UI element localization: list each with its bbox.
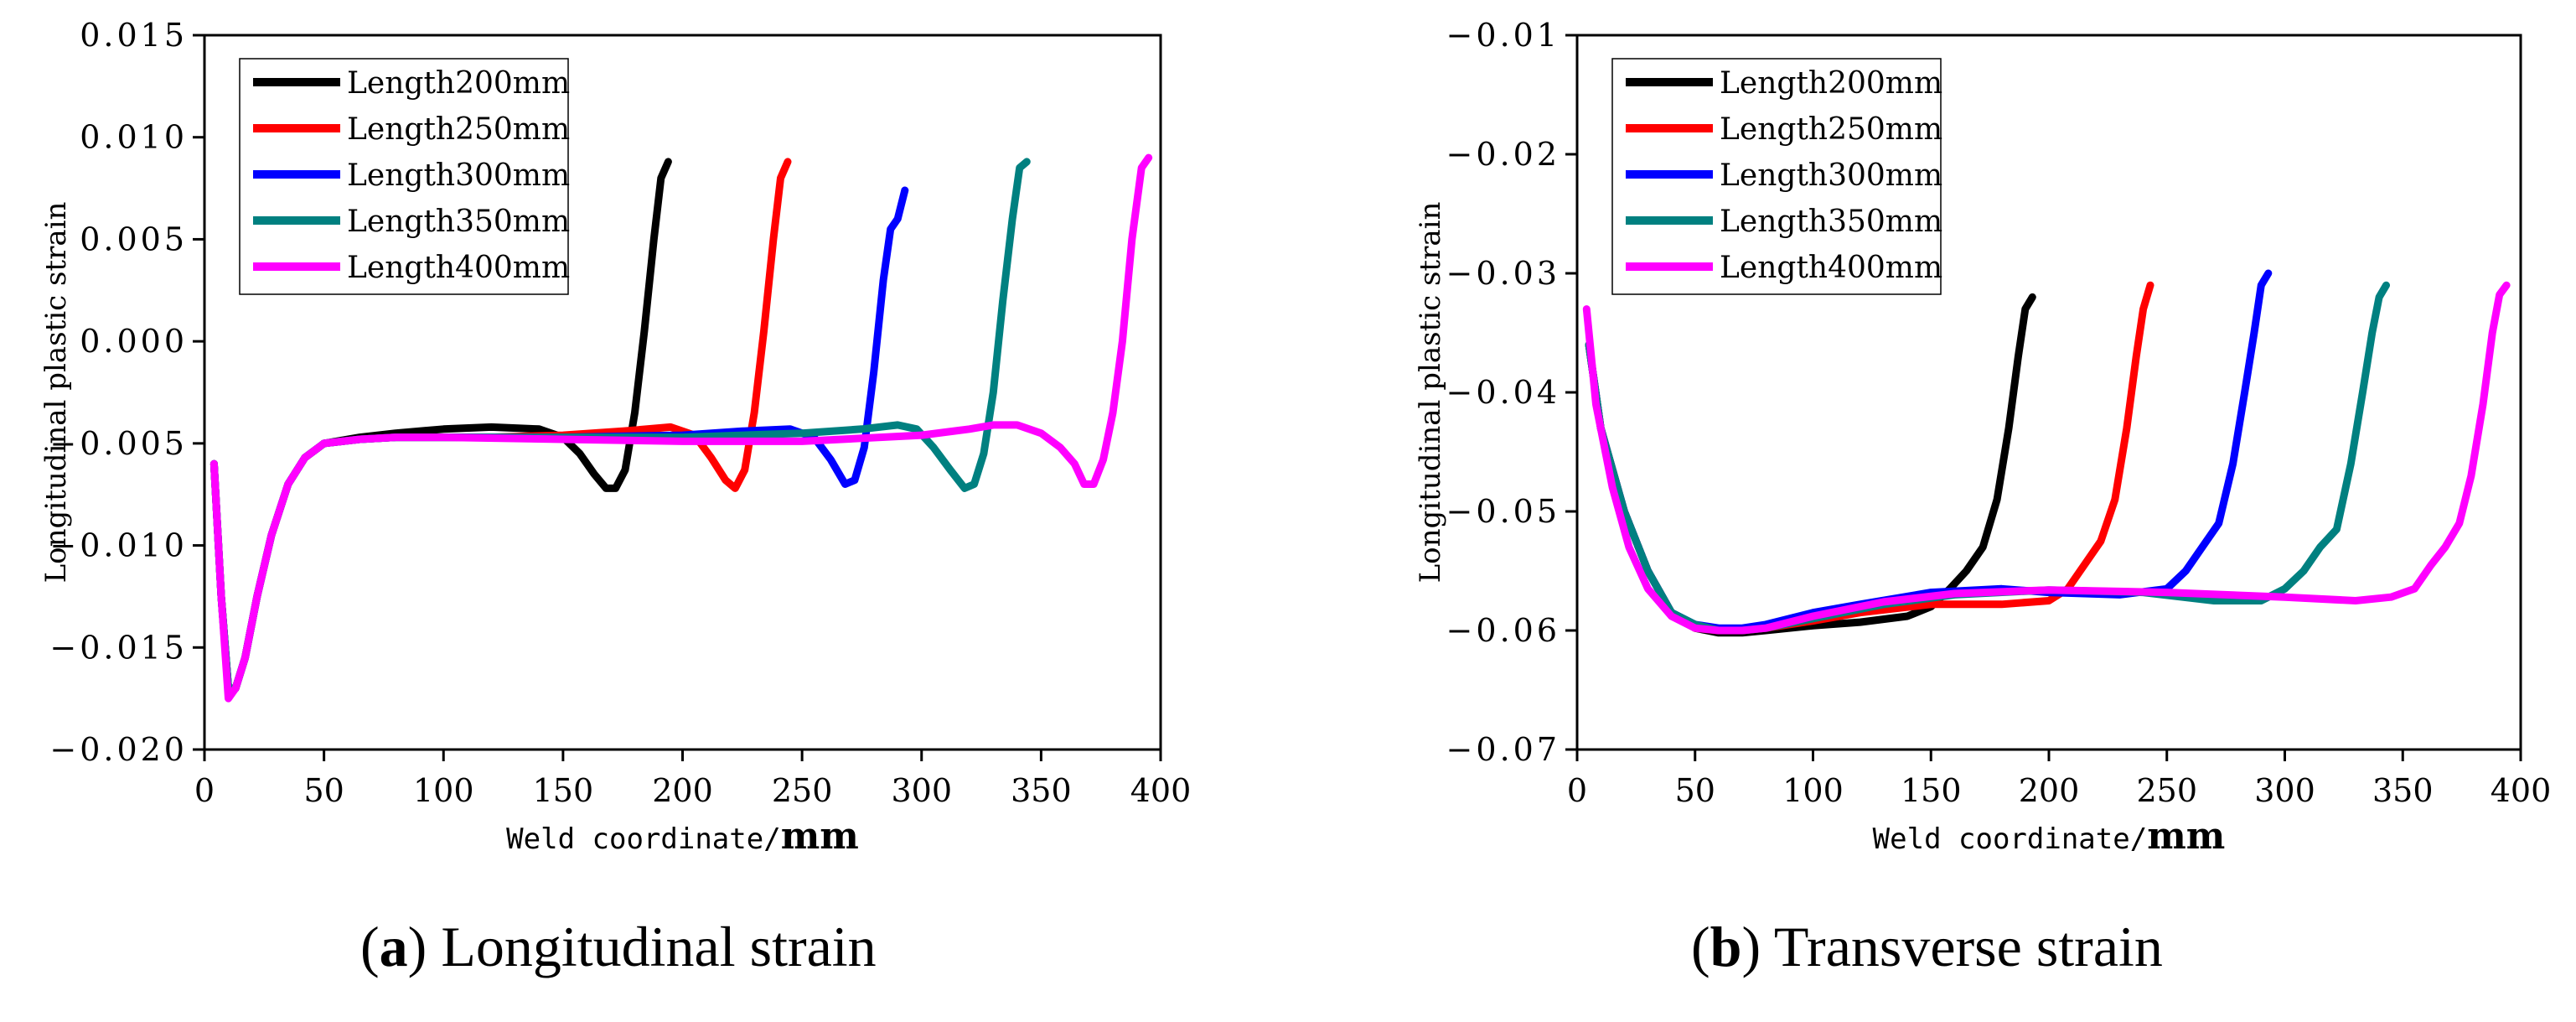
legend-a: Length200mm Length250mm Length300mm Length3… xyxy=(239,58,570,295)
x-tick-label-b-0: 0 xyxy=(1567,772,1587,809)
x-tick-label-b-2: 100 xyxy=(1782,772,1844,809)
x-tick-label-b-1: 50 xyxy=(1675,772,1715,809)
legend-label-a-2: Length300mm xyxy=(347,158,570,193)
y-tick-label-b-1: −0.06 xyxy=(1446,612,1560,649)
y-tick-label-a-2: −0.010 xyxy=(49,527,188,564)
x-tick-label-a-1: 50 xyxy=(303,772,344,809)
legend-label-a-4: Length400mm xyxy=(347,251,570,285)
x-tick-label-b-6: 300 xyxy=(2254,772,2315,809)
x-tick-label-a-3: 150 xyxy=(533,772,594,809)
caption-a: (a) Longitudinal strain xyxy=(360,915,877,978)
series-line-b-1 xyxy=(1585,281,2154,635)
x-axis-unit-a: mm xyxy=(781,815,859,858)
x-axis-label-text-a: Weld coordinate/ xyxy=(506,822,781,856)
legend-label-a-0: Length200mm xyxy=(347,66,570,101)
legend-label-b-4: Length400mm xyxy=(1720,251,1942,285)
caption-a-letter: a xyxy=(379,915,408,978)
legend-label-b-3: Length350mm xyxy=(1720,205,1942,239)
x-tick-label-a-6: 300 xyxy=(891,772,952,809)
x-tick-label-b-5: 250 xyxy=(2136,772,2197,809)
y-tick-label-a-6: 0.010 xyxy=(80,119,188,156)
y-tick-label-b-3: −0.04 xyxy=(1446,374,1560,411)
legend-b: Length200mm Length250mm Length300mm Length3… xyxy=(1611,58,1942,295)
series-line-b-4 xyxy=(1582,281,2511,635)
x-tick-label-a-8: 400 xyxy=(1130,772,1192,809)
x-axis-label-text-b: Weld coordinate/ xyxy=(1873,822,2148,856)
legend-label-a-3: Length350mm xyxy=(347,205,570,239)
y-tick-label-a-3: −0.005 xyxy=(49,425,188,462)
legend-label-b-0: Length200mm xyxy=(1720,66,1942,101)
caption-a-text: Longitudinal strain xyxy=(441,915,877,978)
series-line-b-2 xyxy=(1585,269,2273,632)
legend-label-b-2: Length300mm xyxy=(1720,158,1942,193)
x-tick-label-b-3: 150 xyxy=(1901,772,1962,809)
chart-panel-a: 0 50 100 150 200 250 300 350 400 −0.020 −0.015 −0.0… xyxy=(39,17,1191,858)
y-tick-label-a-4: 0.000 xyxy=(80,323,188,360)
caption-b: (b) Transverse strain xyxy=(1691,915,2163,978)
x-tick-label-a-4: 200 xyxy=(652,772,713,809)
y-tick-label-b-5: −0.02 xyxy=(1446,136,1560,173)
y-tick-label-a-1: −0.015 xyxy=(49,629,188,666)
x-axis-unit-b: mm xyxy=(2147,815,2225,858)
y-tick-label-b-2: −0.05 xyxy=(1446,493,1560,530)
y-tick-label-a-5: 0.005 xyxy=(80,220,188,257)
series-line-a-4 xyxy=(209,153,1153,703)
y-tick-label-a-7: 0.015 xyxy=(80,17,188,54)
y-tick-label-b-0: −0.07 xyxy=(1446,731,1560,768)
caption-b-text: Transverse strain xyxy=(1773,915,2163,978)
y-tick-label-a-0: −0.020 xyxy=(49,731,188,768)
y-axis-label-a: Longitudinal plastic strain xyxy=(39,202,73,584)
y-tick-label-b-6: −0.01 xyxy=(1446,17,1560,54)
legend-label-a-1: Length250mm xyxy=(347,112,570,147)
series-line-b-3 xyxy=(1585,281,2390,635)
x-tick-label-b-8: 400 xyxy=(2491,772,2552,809)
x-tick-label-a-2: 100 xyxy=(413,772,474,809)
y-tick-label-b-4: −0.03 xyxy=(1446,255,1560,292)
x-tick-label-a-0: 0 xyxy=(194,772,215,809)
x-tick-label-b-7: 350 xyxy=(2372,772,2434,809)
x-tick-label-b-4: 200 xyxy=(2019,772,2080,809)
caption-b-letter: b xyxy=(1710,915,1742,978)
chart-panel-b: 0 50 100 150 200 250 300 350 400 −0.07 −0.06 −0.05 −… xyxy=(1414,17,2551,858)
x-tick-label-a-5: 250 xyxy=(772,772,833,809)
legend-label-b-1: Length250mm xyxy=(1720,112,1942,147)
y-axis-label-b: Longitudinal plastic strain xyxy=(1414,202,1447,584)
x-axis-label-b: Weld coordinate/mm xyxy=(1873,815,2226,858)
x-tick-label-a-7: 350 xyxy=(1011,772,1072,809)
x-axis-label-a: Weld coordinate/mm xyxy=(506,815,859,858)
